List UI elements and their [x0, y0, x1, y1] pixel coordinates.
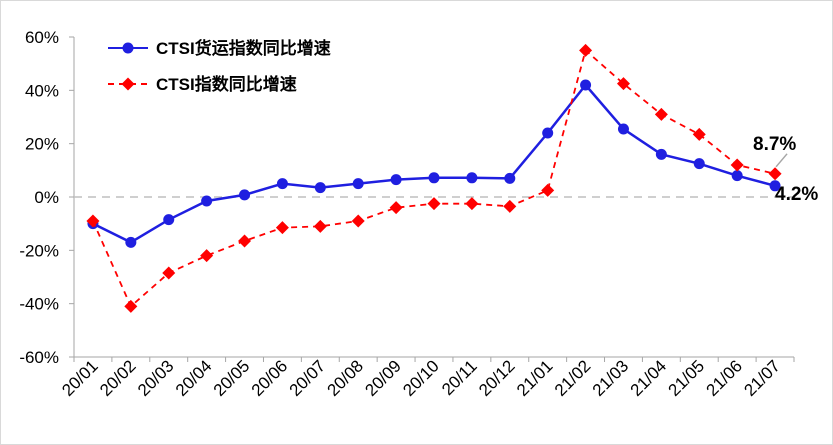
y-tick-label: 40%: [25, 81, 59, 100]
x-tick-label: 20/12: [475, 356, 519, 400]
x-tick-label: 21/02: [551, 356, 595, 400]
data-point: [503, 199, 517, 213]
x-tick-label: 20/03: [134, 356, 178, 400]
y-tick-label: 60%: [25, 28, 59, 47]
data-point: [617, 123, 629, 135]
y-tick-label: -20%: [19, 241, 59, 260]
data-point: [352, 178, 364, 190]
x-tick-label: 20/08: [324, 356, 368, 400]
legend-label: CTSI指数同比增速: [156, 74, 297, 94]
series-layer: [86, 43, 782, 313]
data-point: [504, 172, 516, 184]
data-point: [163, 214, 175, 226]
data-point: [124, 299, 138, 313]
legend-marker: [122, 42, 134, 54]
data-label: 8.7%: [753, 134, 796, 155]
y-tick-label: -40%: [19, 295, 59, 314]
data-point: [769, 180, 781, 192]
data-point: [238, 234, 252, 248]
x-tick-label: 20/07: [286, 356, 330, 400]
data-point: [693, 158, 705, 170]
x-tick-label: 21/07: [740, 356, 784, 400]
annotation-leader: [775, 153, 788, 168]
data-point: [162, 266, 176, 280]
x-tick-label: 21/05: [665, 356, 709, 400]
data-point: [730, 158, 744, 172]
x-tick-label: 20/06: [248, 356, 292, 400]
data-point: [200, 249, 214, 263]
y-tick-label: -60%: [19, 348, 59, 367]
data-point: [201, 195, 213, 207]
x-tick-label: 20/05: [210, 356, 254, 400]
data-point: [655, 148, 667, 160]
data-point: [125, 236, 137, 248]
x-tick-label: 20/04: [172, 356, 216, 400]
data-point: [314, 182, 326, 194]
data-point: [579, 43, 593, 57]
y-tick-label: 20%: [25, 135, 59, 154]
series-line: [92, 83, 776, 244]
x-tick-label: 21/06: [702, 356, 746, 400]
legend-marker: [121, 77, 135, 91]
x-tick-label: 21/03: [589, 356, 633, 400]
data-point: [86, 214, 100, 228]
x-tick-label: 20/11: [438, 356, 481, 399]
data-point: [427, 197, 441, 211]
data-point: [692, 127, 706, 141]
data-point: [731, 170, 743, 182]
x-tick-label: 20/02: [96, 356, 140, 400]
annotations: 8.7% 4.2%: [753, 134, 818, 205]
x-tick-label: 20/09: [361, 356, 405, 400]
legend: CTSI货运指数同比增速 CTSI指数同比增速: [108, 38, 331, 94]
data-point: [466, 172, 478, 184]
data-label: 4.2%: [775, 184, 818, 205]
data-point: [768, 167, 782, 181]
data-point: [390, 174, 402, 186]
x-tick-label: 20/01: [58, 356, 102, 400]
data-point: [389, 201, 403, 215]
data-point: [428, 172, 440, 184]
data-point: [654, 107, 668, 121]
data-point: [616, 77, 630, 91]
data-point: [239, 189, 251, 201]
data-point: [542, 127, 554, 139]
data-point: [465, 197, 479, 211]
x-tick-label: 20/10: [399, 356, 443, 400]
data-point: [275, 221, 289, 235]
data-point: [580, 79, 592, 91]
data-point: [313, 219, 327, 233]
x-tick-label: 21/01: [513, 356, 557, 400]
legend-label: CTSI货运指数同比增速: [156, 38, 331, 58]
data-point: [351, 214, 365, 228]
data-point: [276, 178, 288, 190]
y-tick-label: 0%: [34, 188, 59, 207]
x-tick-label: 21/04: [627, 356, 671, 400]
data-point: [541, 183, 555, 197]
